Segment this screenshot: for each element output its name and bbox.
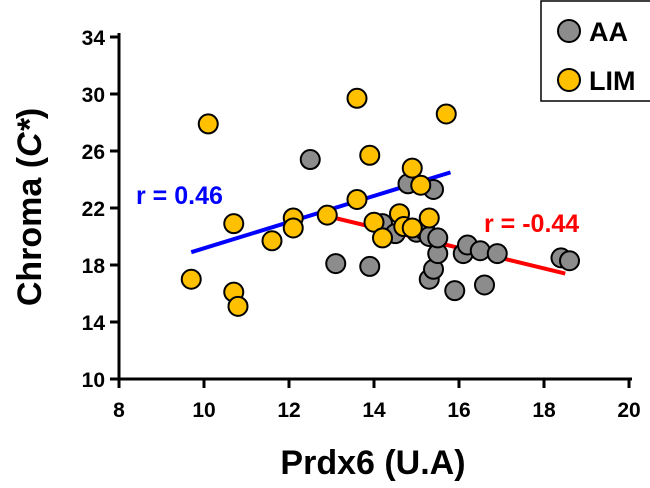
legend: AA LIM	[540, 0, 650, 102]
data-point-aa	[325, 253, 347, 275]
y-tick-label: 10	[82, 369, 105, 392]
y-tick-label: 26	[82, 141, 105, 164]
data-point-aa	[469, 240, 491, 262]
legend-label-lim: LIM	[589, 66, 636, 96]
data-point-aa	[486, 243, 508, 265]
y-axis-title-suffix: )	[11, 108, 49, 119]
r-label-lim: r = 0.46	[136, 182, 223, 210]
data-point-aa	[444, 280, 466, 302]
axis-layer	[117, 33, 632, 381]
y-tick-label: 34	[82, 27, 106, 50]
y-tick-label: 22	[82, 198, 105, 221]
x-tick-label: 12	[277, 399, 300, 422]
data-point-lim	[197, 113, 219, 135]
data-point-aa	[474, 274, 495, 296]
x-axis-title: Prdx6 (U.A)	[280, 444, 465, 482]
r-label-aa: r = -0.44	[484, 210, 579, 238]
data-point-aa	[427, 227, 449, 249]
y-axis-title-prefix: Chroma (	[11, 156, 49, 306]
tick-layer: 10 14 18 22 26 30 34 8 10 12 14 16 18 20	[82, 27, 641, 422]
legend-label-aa: AA	[589, 17, 628, 47]
x-tick-label: 20	[617, 399, 640, 422]
data-point-lim	[418, 207, 440, 229]
data-point-aa	[559, 250, 580, 272]
y-tick-label: 14	[82, 312, 106, 335]
x-tick-label: 10	[192, 399, 215, 422]
legend-marker-lim	[557, 68, 581, 92]
data-point-lim	[223, 213, 245, 235]
data-point-lim	[435, 103, 457, 125]
data-point-aa	[359, 255, 381, 277]
data-point-lim	[346, 188, 368, 210]
data-point-lim	[363, 211, 385, 233]
data-point-lim	[261, 230, 283, 252]
x-tick-label: 8	[113, 399, 125, 422]
data-point-lim	[372, 227, 393, 249]
y-axis-title: Chroma (C*)	[11, 108, 49, 306]
data-point-lim	[346, 87, 368, 109]
data-point-lim	[401, 217, 423, 239]
y-tick-label: 30	[82, 84, 105, 107]
x-tick-label: 14	[362, 399, 386, 422]
legend-marker-aa	[557, 19, 581, 43]
data-point-lim	[410, 174, 432, 196]
data-point-lim	[282, 217, 304, 239]
x-tick-label: 16	[447, 399, 470, 422]
y-axis-title-symbol: C*	[11, 117, 49, 157]
data-point-lim	[227, 295, 249, 317]
data-point-lim	[401, 157, 423, 179]
data-point-aa	[299, 149, 321, 171]
y-tick-label: 18	[82, 255, 106, 278]
data-point-lim	[316, 204, 338, 226]
x-tick-label: 18	[532, 399, 556, 422]
point-layer	[180, 87, 580, 317]
data-point-lim	[180, 268, 202, 290]
data-point-lim	[359, 144, 381, 166]
